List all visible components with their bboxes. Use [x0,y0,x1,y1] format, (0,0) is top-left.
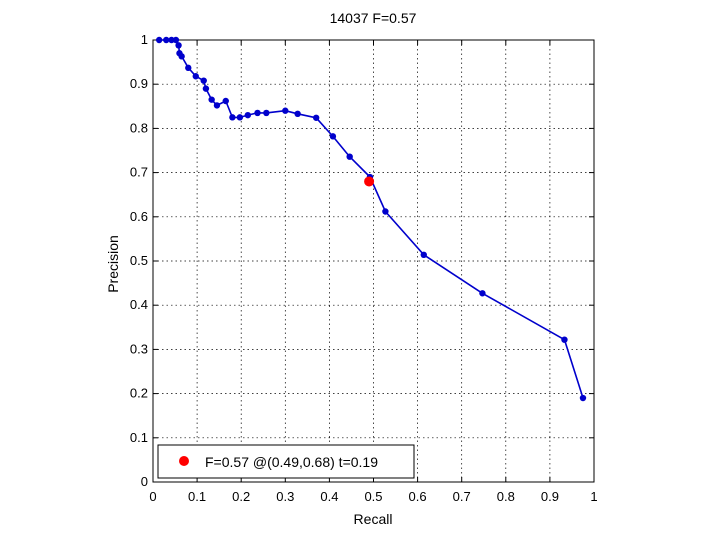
pr-point [213,102,221,109]
x-tick-label: 0.2 [232,489,250,504]
pr-point [479,290,486,297]
pr-point [579,394,587,402]
y-tick-label: 0.8 [130,120,148,135]
chart-title: 14037 F=0.57 [330,10,417,26]
pr-point [168,36,175,44]
pr-point [282,107,289,114]
axis-ticks: 0 0.1 0.2 0.3 0.4 0.5 0.6 0.7 0.8 0.9 1 0 0.1 0.2 0.3 0… [130,32,598,504]
x-tick-label: 0.6 [409,489,427,504]
pr-point [185,64,192,72]
pr-point [420,251,427,259]
pr-point [163,36,170,44]
pr-point [329,133,337,140]
legend-box [157,444,415,479]
x-tick-label: 0.9 [541,489,559,504]
pr-point [561,336,568,343]
grid-lines [153,40,594,482]
x-tick-label: 0.1 [188,489,206,504]
pr-point [192,73,199,80]
pr-point [312,114,320,121]
y-tick-label: 1 [141,32,148,47]
legend: F=0.57 @(0.49,0.68) t=0.19 [157,444,415,479]
pr-point [346,153,353,160]
y-tick-label: 0.9 [130,76,148,91]
x-tick-label: 1 [590,489,597,504]
y-tick-label: 0.1 [130,430,148,445]
pr-point [178,53,185,60]
pr-point [208,96,215,103]
pr-point [155,36,163,44]
x-tick-label: 0.5 [364,489,382,504]
y-tick-label: 0.3 [130,341,148,356]
y-axis-label: Precision [105,235,121,293]
y-tick-label: 0.5 [130,253,148,268]
x-tick-label: 0.8 [497,489,515,504]
x-tick-label: 0.7 [453,489,471,504]
pr-point [175,42,182,49]
legend-label: F=0.57 @(0.49,0.68) t=0.19 [205,454,378,470]
x-axis-label: Recall [354,511,393,527]
pr-curve [155,36,587,402]
pr-point [244,111,252,119]
pr-point [254,109,261,117]
pr-point [263,109,270,117]
best-f-marker [364,176,375,187]
y-tick-label: 0 [141,474,148,489]
pr-point [222,97,229,105]
x-tick-label: 0.4 [320,489,338,504]
pr-point [382,208,389,215]
pr-point [236,114,244,121]
x-tick-label: 0.3 [276,489,294,504]
y-tick-label: 0.7 [130,165,148,180]
pr-point [294,110,301,118]
best-f-marker-layer [364,176,375,187]
y-tick-label: 0.4 [130,297,148,312]
pr-point [202,85,210,92]
y-tick-label: 0.2 [130,386,148,401]
pr-point [200,77,207,84]
pr-point [172,36,180,44]
y-tick-label: 0.6 [130,209,148,224]
pr-point [229,114,236,121]
legend-marker-dot [179,456,189,466]
x-tick-label: 0 [149,489,156,504]
